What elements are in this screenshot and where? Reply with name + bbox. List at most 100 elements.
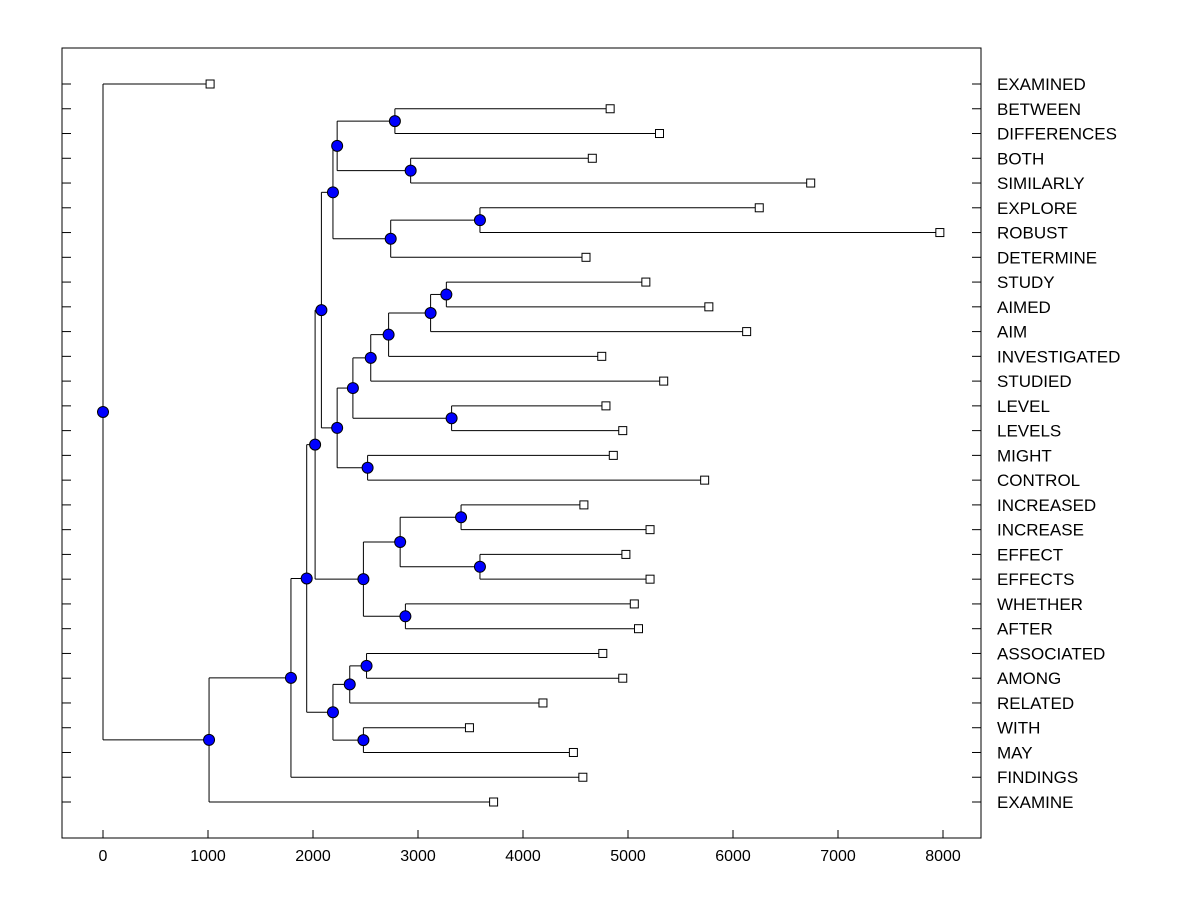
merge-nodes bbox=[97, 115, 486, 747]
x-tick-label: 4000 bbox=[505, 848, 541, 865]
leaf-marker bbox=[578, 772, 588, 782]
leaf-labels: EXAMINED BETWEEN DIFFERENCES BOTH SIMILARLY E… bbox=[997, 75, 1120, 812]
merge-node bbox=[440, 288, 453, 301]
leaf-label: MIGHT bbox=[997, 446, 1052, 465]
leaf-label: MAY bbox=[997, 743, 1033, 762]
merge-node bbox=[360, 659, 373, 672]
leaf-marker bbox=[618, 426, 628, 436]
merge-node bbox=[346, 382, 359, 395]
leaf-label: INVESTIGATED bbox=[997, 347, 1120, 366]
merge-node bbox=[331, 139, 344, 152]
x-tick-label: 7000 bbox=[820, 848, 856, 865]
leaf-marker bbox=[641, 277, 651, 287]
merge-node bbox=[424, 307, 437, 320]
merge-node bbox=[300, 572, 313, 585]
leaf-label: SIMILARLY bbox=[997, 174, 1085, 193]
leaf-label: EXPLORE bbox=[997, 199, 1077, 218]
leaf-marker bbox=[645, 574, 655, 584]
leaf-marker bbox=[489, 797, 499, 807]
merge-node bbox=[455, 511, 468, 524]
leaf-label: WHETHER bbox=[997, 595, 1083, 614]
leaf-marker bbox=[568, 747, 578, 757]
leaf-marker bbox=[608, 450, 618, 460]
leaf-label: RELATED bbox=[997, 694, 1074, 713]
axis-ticks bbox=[62, 83, 981, 838]
leaf-markers bbox=[205, 79, 945, 807]
leaf-marker bbox=[645, 525, 655, 535]
x-axis-tick-labels: 0 1000 2000 3000 4000 5000 6000 7000 8000 bbox=[99, 848, 961, 865]
leaf-label: INCREASED bbox=[997, 496, 1096, 515]
leaf-marker bbox=[581, 252, 591, 262]
dendrogram-links bbox=[102, 83, 940, 803]
leaf-label: STUDIED bbox=[997, 372, 1072, 391]
merge-node bbox=[361, 461, 374, 474]
leaf-marker bbox=[634, 624, 643, 634]
merge-node bbox=[203, 733, 216, 746]
x-tick-label: 6000 bbox=[715, 848, 751, 865]
leaf-marker bbox=[587, 153, 597, 163]
leaf-label: INCREASE bbox=[997, 521, 1084, 540]
merge-node bbox=[384, 232, 397, 245]
merge-node bbox=[326, 706, 339, 719]
leaf-marker bbox=[538, 698, 548, 708]
x-tick-label: 5000 bbox=[610, 848, 646, 865]
merge-node bbox=[331, 421, 344, 434]
leaf-marker bbox=[618, 673, 628, 683]
leaf-marker bbox=[605, 104, 615, 114]
leaf-marker bbox=[659, 376, 669, 386]
leaf-marker bbox=[205, 79, 215, 89]
merge-node bbox=[394, 536, 407, 549]
x-tick-label: 1000 bbox=[190, 848, 226, 865]
leaf-label: DETERMINE bbox=[997, 248, 1097, 267]
leaf-label: BOTH bbox=[997, 149, 1044, 168]
leaf-label: AMONG bbox=[997, 669, 1061, 688]
leaf-marker bbox=[598, 648, 608, 658]
leaf-marker bbox=[700, 475, 710, 485]
leaf-marker bbox=[754, 203, 764, 213]
leaf-marker bbox=[464, 723, 474, 733]
leaf-label: AIMED bbox=[997, 298, 1051, 317]
leaf-label: LEVELS bbox=[997, 422, 1061, 441]
leaf-label: EXAMINED bbox=[997, 75, 1086, 94]
leaf-label: AFTER bbox=[997, 620, 1053, 639]
merge-node bbox=[473, 560, 486, 573]
x-tick-label: 8000 bbox=[925, 848, 961, 865]
x-tick-label: 2000 bbox=[295, 848, 331, 865]
leaf-label: EFFECT bbox=[997, 545, 1063, 564]
leaf-label: BETWEEN bbox=[997, 100, 1081, 119]
leaf-label: ROBUST bbox=[997, 224, 1068, 243]
merge-node bbox=[284, 671, 297, 684]
merge-node bbox=[309, 438, 322, 451]
merge-node bbox=[473, 214, 486, 227]
leaf-label: EFFECTS bbox=[997, 570, 1074, 589]
merge-node bbox=[315, 304, 328, 317]
merge-node bbox=[445, 412, 458, 425]
leaf-marker bbox=[935, 228, 945, 238]
leaf-marker bbox=[579, 500, 589, 510]
merge-node bbox=[326, 186, 339, 199]
leaf-marker bbox=[601, 401, 611, 411]
merge-node bbox=[404, 164, 417, 177]
leaf-marker bbox=[597, 351, 607, 361]
leaf-marker bbox=[629, 599, 639, 609]
leaf-label: ASSOCIATED bbox=[997, 644, 1105, 663]
leaf-marker bbox=[742, 327, 752, 337]
leaf-label: FINDINGS bbox=[997, 768, 1078, 787]
plot-frame bbox=[61, 47, 982, 839]
merge-node bbox=[97, 405, 109, 418]
merge-node bbox=[399, 610, 412, 623]
merge-node bbox=[343, 678, 356, 691]
leaf-marker bbox=[655, 129, 664, 139]
merge-node bbox=[382, 328, 395, 341]
leaf-label: WITH bbox=[997, 719, 1040, 738]
leaf-label: CONTROL bbox=[997, 471, 1080, 490]
leaf-label: AIM bbox=[997, 323, 1027, 342]
merge-node bbox=[388, 115, 401, 128]
leaf-label: DIFFERENCES bbox=[997, 125, 1117, 144]
x-tick-label: 3000 bbox=[400, 848, 436, 865]
leaf-label: STUDY bbox=[997, 273, 1055, 292]
merge-node bbox=[357, 734, 370, 747]
merge-node bbox=[357, 573, 370, 586]
leaf-marker bbox=[704, 302, 714, 312]
